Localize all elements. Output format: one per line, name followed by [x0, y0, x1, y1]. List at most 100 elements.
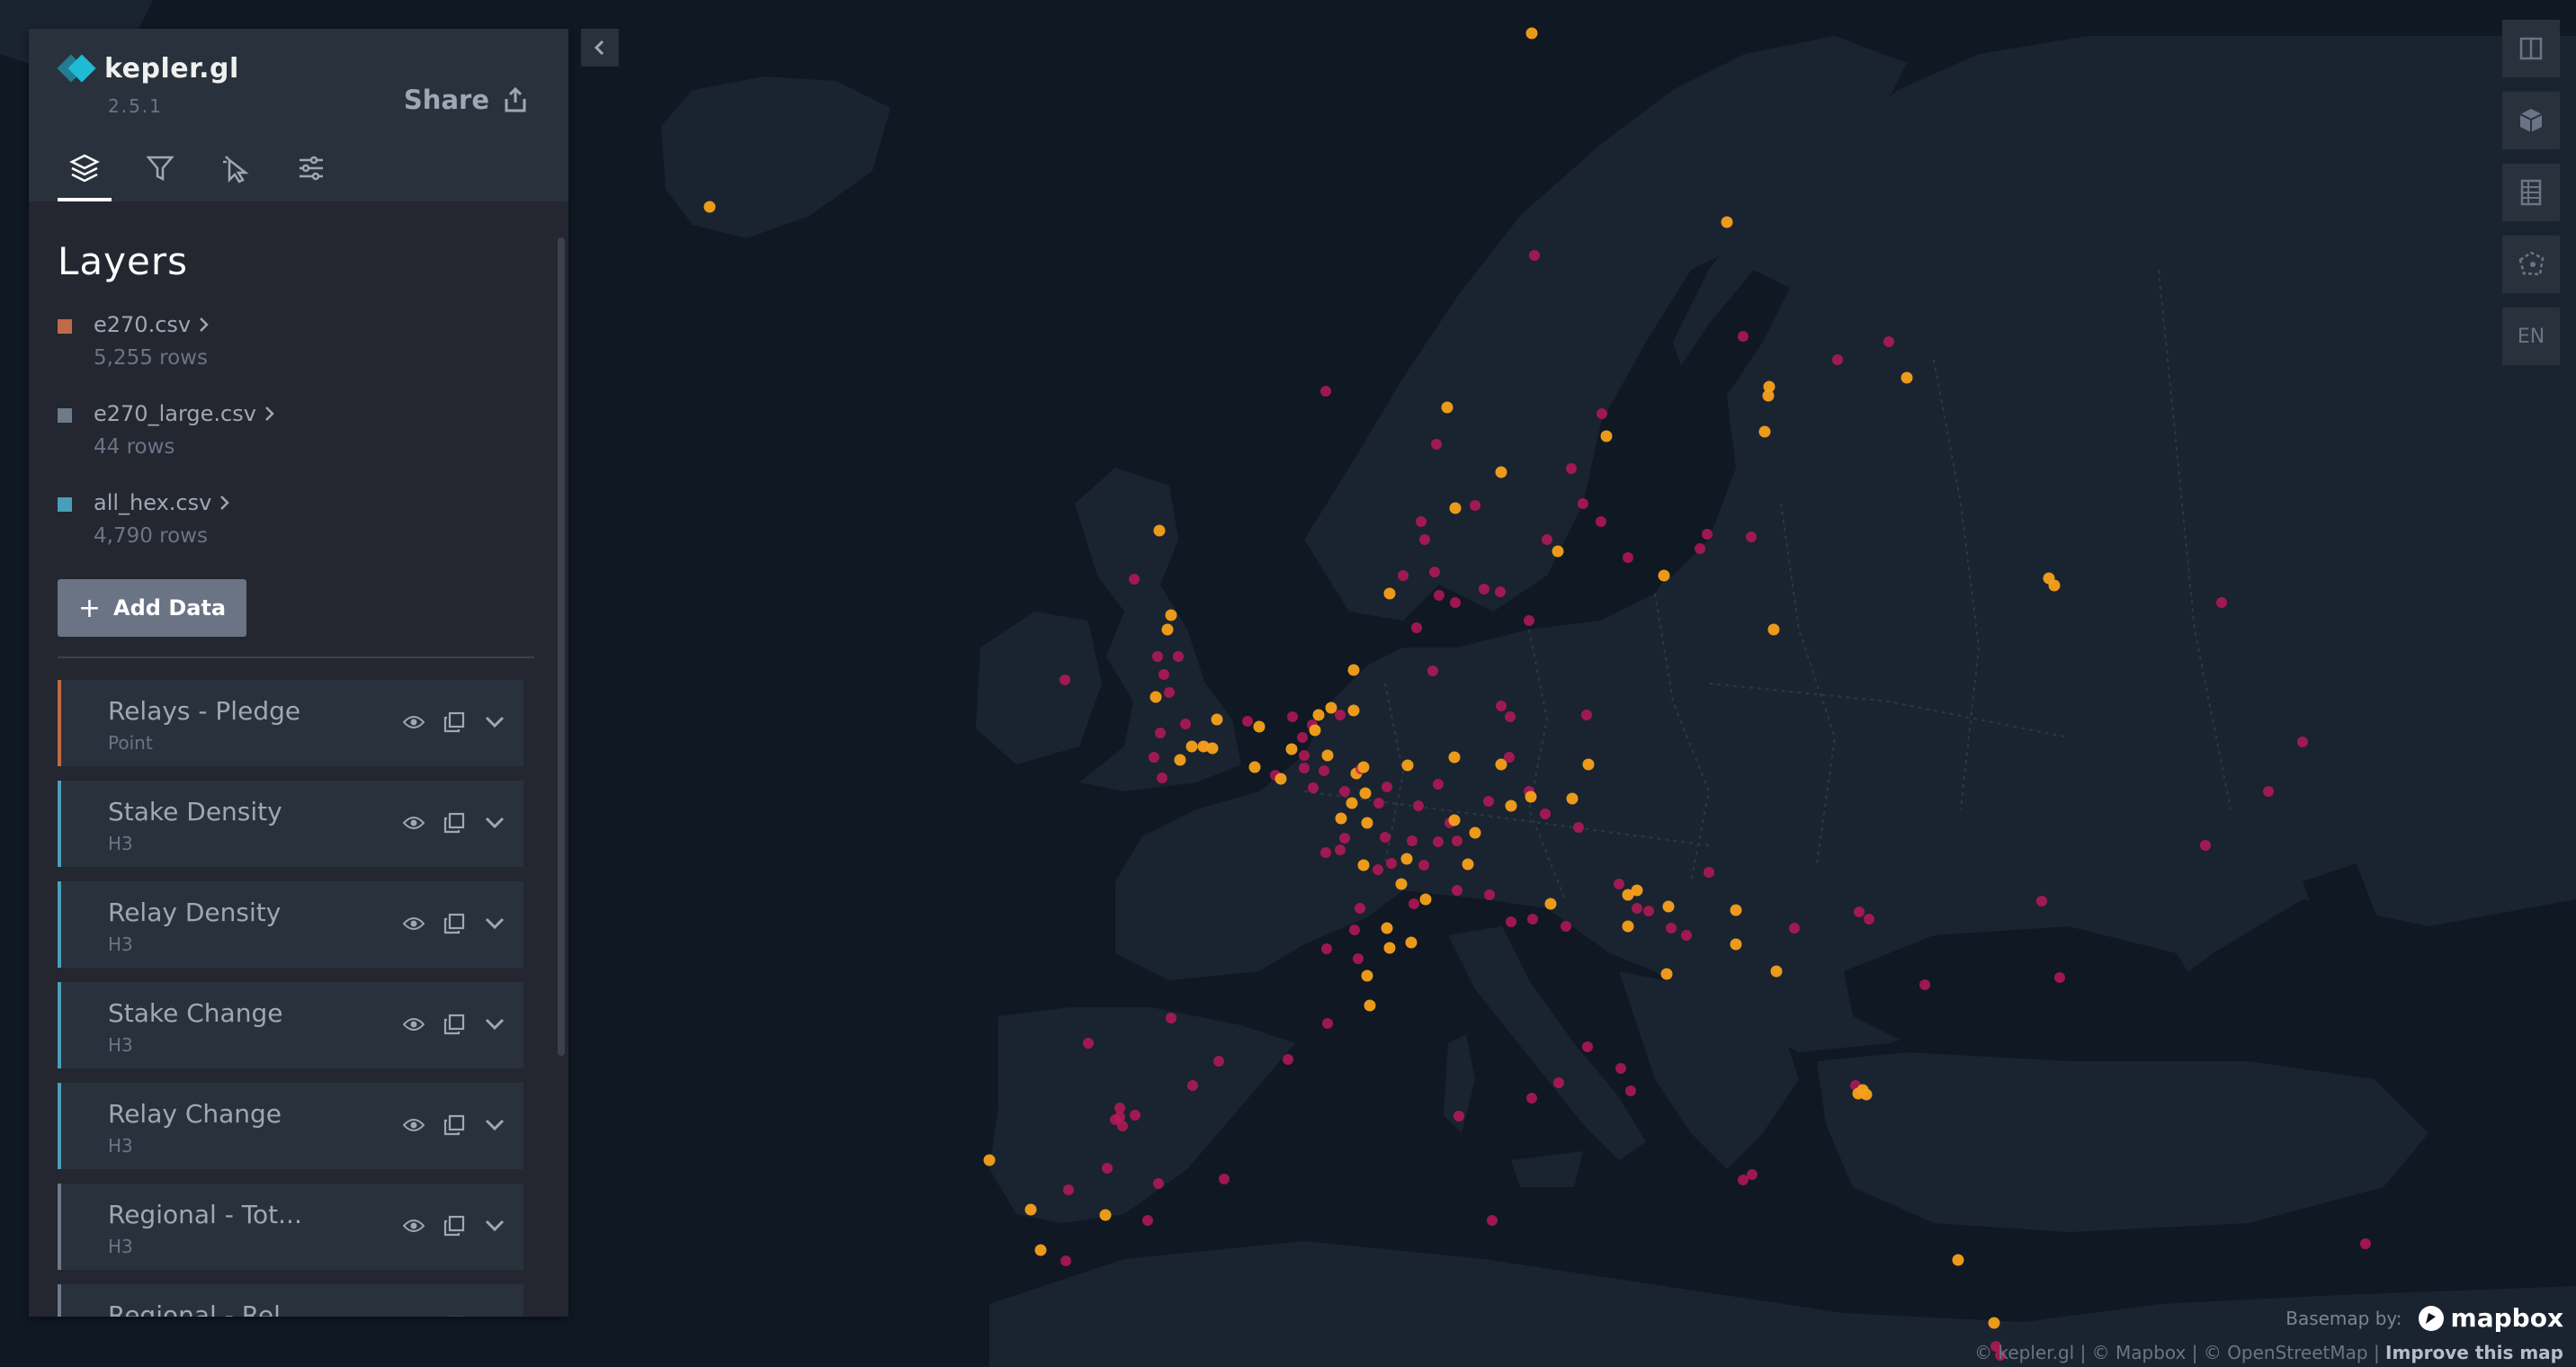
relay-point[interactable] — [1339, 786, 1350, 797]
expand-layer-button[interactable] — [484, 1017, 505, 1032]
relay-point[interactable] — [1373, 864, 1383, 875]
expand-layer-button[interactable] — [484, 916, 505, 931]
relay-point[interactable] — [1153, 1178, 1164, 1189]
relay-point[interactable] — [1433, 779, 1444, 790]
relay-point[interactable] — [1505, 711, 1516, 722]
relay-point[interactable] — [1024, 1203, 1037, 1216]
relay-point[interactable] — [1339, 833, 1350, 844]
relay-point[interactable] — [1542, 534, 1552, 545]
duplicate-layer-button[interactable] — [443, 1013, 466, 1036]
relay-point[interactable] — [1582, 758, 1595, 771]
dataset-name[interactable]: all_hex.csv — [94, 490, 231, 515]
relay-point[interactable] — [1615, 1063, 1626, 1074]
relay-point[interactable] — [1730, 904, 1742, 916]
visibility-toggle-button[interactable] — [403, 1016, 425, 1032]
relay-point[interactable] — [1527, 914, 1538, 925]
relay-point[interactable] — [1566, 792, 1579, 805]
relay-point[interactable] — [1487, 1215, 1498, 1226]
layer-card[interactable]: Relay Density H3 — [58, 881, 523, 968]
relay-point[interactable] — [1441, 401, 1453, 414]
relay-point[interactable] — [1721, 216, 1733, 228]
dataset-item[interactable]: all_hex.csv 4,790 rows — [58, 488, 540, 577]
relay-point[interactable] — [1433, 836, 1444, 847]
relay-point[interactable] — [1063, 1184, 1074, 1195]
relay-point[interactable] — [1321, 943, 1332, 954]
relay-point[interactable] — [1561, 921, 1571, 932]
dataset-name[interactable]: e270.csv — [94, 312, 210, 337]
relay-point[interactable] — [1462, 858, 1474, 871]
relay-point[interactable] — [1666, 923, 1677, 934]
layer-name[interactable]: Relay Density — [108, 898, 282, 927]
legend-button[interactable] — [2502, 164, 2560, 221]
relay-point[interactable] — [1361, 817, 1373, 829]
relay-point[interactable] — [1623, 552, 1633, 563]
relay-point[interactable] — [1566, 463, 1577, 474]
relay-point[interactable] — [1335, 812, 1347, 825]
relay-point[interactable] — [1988, 1317, 2000, 1329]
relay-point[interactable] — [1166, 1013, 1176, 1023]
relay-point[interactable] — [1832, 354, 1843, 365]
relay-point[interactable] — [1165, 609, 1177, 621]
relay-point[interactable] — [1453, 1111, 1464, 1121]
relay-point[interactable] — [2054, 972, 2065, 983]
relay-point[interactable] — [2216, 597, 2227, 608]
relay-point[interactable] — [1702, 529, 1713, 540]
relay-point[interactable] — [1299, 750, 1310, 761]
relay-point[interactable] — [1248, 761, 1261, 773]
relay-point[interactable] — [1526, 1093, 1537, 1103]
layer-card[interactable]: Stake Density H3 — [58, 781, 523, 867]
relay-point[interactable] — [1452, 835, 1462, 846]
relay-point[interactable] — [1581, 710, 1592, 720]
relay-point[interactable] — [1114, 1103, 1125, 1113]
relay-point[interactable] — [1450, 597, 1461, 608]
relay-point[interactable] — [1187, 1080, 1198, 1091]
relay-point[interactable] — [1448, 751, 1461, 764]
relay-point[interactable] — [1622, 889, 1634, 901]
relay-point[interactable] — [1429, 567, 1440, 577]
relay-point[interactable] — [1901, 371, 1913, 384]
relay-point[interactable] — [1418, 860, 1429, 871]
relay-point[interactable] — [1299, 763, 1310, 773]
expand-layer-button[interactable] — [484, 816, 505, 830]
layer-card[interactable]: Relays - Pledge Point — [58, 680, 523, 766]
relay-point[interactable] — [2263, 786, 2274, 797]
relay-point[interactable] — [1383, 942, 1396, 954]
tab-interactions[interactable] — [209, 144, 263, 201]
relay-point[interactable] — [1149, 691, 1162, 703]
dataset-item[interactable]: e270_large.csv 44 rows — [58, 399, 540, 488]
relay-point[interactable] — [1335, 710, 1346, 720]
relay-point[interactable] — [1152, 651, 1163, 662]
relay-point[interactable] — [1361, 969, 1373, 982]
relay-point[interactable] — [1386, 858, 1397, 869]
relay-point[interactable] — [1544, 898, 1557, 910]
relay-point[interactable] — [1704, 867, 1714, 878]
relay-point[interactable] — [1600, 430, 1613, 442]
relay-point[interactable] — [1335, 844, 1346, 855]
relay-point[interactable] — [1413, 800, 1424, 811]
share-button[interactable]: Share — [404, 85, 529, 115]
relay-point[interactable] — [1419, 534, 1430, 545]
relay-point[interactable] — [1117, 1121, 1128, 1131]
relay-point[interactable] — [1658, 569, 1670, 582]
relay-point[interactable] — [1173, 651, 1184, 662]
duplicate-layer-button[interactable] — [443, 811, 466, 835]
relay-point[interactable] — [2297, 737, 2308, 747]
relay-point[interactable] — [1400, 853, 1413, 865]
layer-card[interactable]: Regional - Tot... H3 — [58, 1184, 523, 1270]
layer-card[interactable]: Stake Change H3 — [58, 982, 523, 1068]
relay-point[interactable] — [2360, 1238, 2371, 1249]
layer-name[interactable]: Regional - Tot... — [108, 1200, 302, 1229]
relay-point[interactable] — [1297, 732, 1308, 743]
relay-point[interactable] — [1643, 906, 1654, 916]
duplicate-layer-button[interactable] — [443, 1315, 466, 1317]
relay-point[interactable] — [1398, 570, 1409, 581]
relay-point[interactable] — [1308, 782, 1319, 793]
relay-point[interactable] — [1504, 752, 1515, 763]
relay-point[interactable] — [1427, 666, 1438, 676]
relay-point[interactable] — [703, 201, 716, 213]
improve-map-link[interactable]: Improve this map — [2385, 1342, 2563, 1363]
relay-point[interactable] — [1364, 999, 1376, 1012]
relay-point[interactable] — [1407, 835, 1418, 846]
relay-point[interactable] — [1483, 796, 1494, 807]
relay-point[interactable] — [1380, 832, 1391, 843]
